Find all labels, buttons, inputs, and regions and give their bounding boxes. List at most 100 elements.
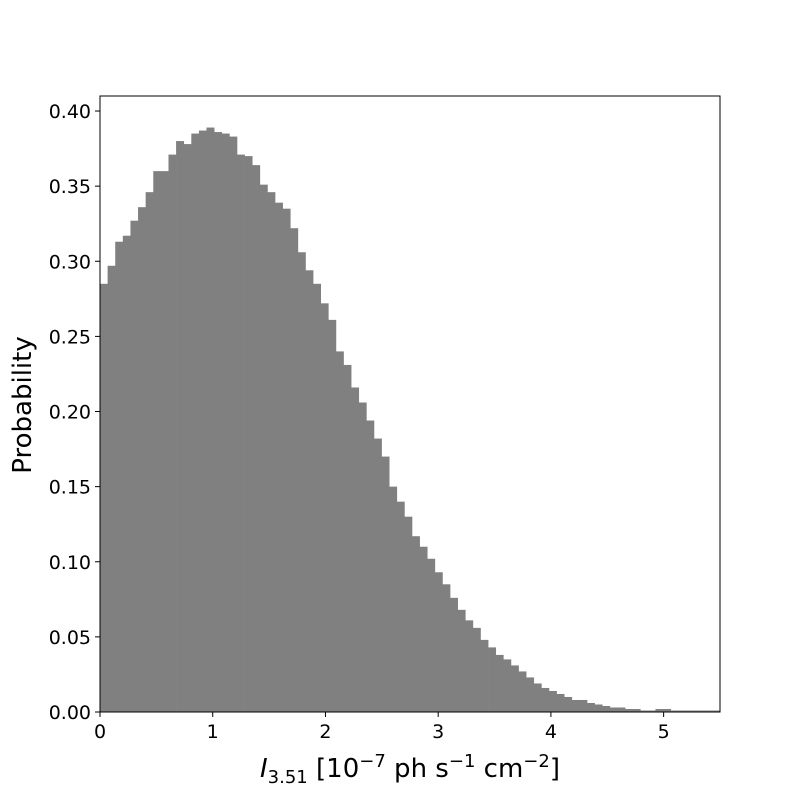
histogram-bar	[488, 647, 497, 712]
histogram-bar	[183, 144, 192, 712]
histogram-bar	[358, 402, 367, 712]
histogram-bar	[351, 387, 360, 712]
y-axis-ticks: 0.00 0.05 0.10 0.15 0.20 0.25 0.30 0.35 0.40	[49, 101, 100, 724]
x-axis-label-sub: 3.51	[268, 767, 308, 788]
y-tick-label: 0.10	[49, 552, 91, 574]
histogram-bars	[100, 127, 721, 713]
histogram-bar	[115, 241, 124, 713]
histogram-bar	[442, 584, 451, 712]
histogram-bar	[335, 351, 344, 712]
histogram-bar	[282, 208, 291, 712]
histogram-bar	[320, 303, 329, 712]
histogram-bar	[206, 127, 215, 713]
histogram-bar	[625, 708, 633, 712]
histogram-bar	[373, 438, 382, 712]
histogram-bar	[678, 710, 687, 712]
x-tick-label: 4	[545, 721, 557, 743]
y-tick-label: 0.20	[49, 402, 91, 424]
histogram-bar	[411, 536, 420, 712]
histogram-bar	[366, 420, 375, 712]
histogram-bar	[275, 202, 283, 713]
y-tick-label: 0.05	[49, 627, 91, 649]
histogram-bar	[122, 235, 131, 713]
histogram-bar	[495, 654, 504, 712]
x-tick-label: 3	[432, 721, 444, 743]
histogram-bar	[328, 319, 337, 712]
plot-frame	[99, 95, 721, 713]
histogram-bar	[419, 546, 428, 712]
histogram-bar	[632, 708, 641, 712]
histogram-bar	[548, 690, 557, 712]
x-axis-label-unit-mid2: cm	[475, 754, 523, 784]
histogram-bar	[221, 133, 230, 712]
histogram-bar	[396, 501, 405, 712]
histogram-bar	[381, 456, 390, 712]
x-tick-label: 2	[319, 721, 331, 743]
histogram-bar	[647, 710, 656, 712]
x-axis-label-unit-mid: ph s	[386, 754, 449, 784]
histogram-bar	[640, 710, 649, 712]
histogram-bar	[191, 133, 200, 712]
histogram-bar	[586, 702, 595, 712]
histogram-bar	[655, 708, 664, 712]
histogram-bar	[663, 708, 672, 712]
histogram-bar	[533, 683, 542, 712]
histogram-bar	[579, 699, 588, 712]
histogram-bar	[685, 710, 694, 712]
histogram-bar	[716, 710, 721, 712]
histogram-bar	[107, 265, 116, 712]
histogram-bar	[450, 597, 458, 712]
histogram-bar	[404, 516, 413, 712]
histogram-bar	[168, 154, 177, 713]
histogram-bar	[617, 707, 626, 712]
histogram-bar	[389, 486, 398, 712]
histogram-bar	[510, 665, 519, 712]
x-axis-ticks: 0 1 2 3 4 5	[94, 712, 670, 743]
histogram-bar	[267, 192, 276, 712]
histogram-bar	[472, 627, 481, 712]
x-axis-label-var: I	[260, 754, 268, 784]
x-tick-label: 0	[94, 721, 106, 743]
histogram-bar	[518, 671, 527, 712]
y-tick-label: 0.00	[49, 702, 91, 724]
x-axis-label-exp1: −7	[359, 751, 386, 772]
histogram-bar	[427, 558, 436, 712]
histogram-bar	[594, 704, 603, 712]
x-axis-label-unit-close: ]	[550, 754, 560, 784]
x-axis-label-exp2: −1	[449, 751, 476, 772]
histogram-bar	[153, 171, 162, 712]
y-axis-label: Probability	[8, 336, 38, 473]
y-tick-label: 0.30	[49, 251, 91, 273]
histogram-bar	[198, 130, 207, 712]
histogram-bar	[564, 696, 573, 712]
histogram-bar	[708, 710, 717, 712]
histogram-bar	[229, 136, 238, 712]
histogram-bar	[160, 171, 169, 712]
histogram-bar	[297, 252, 306, 712]
histogram-bar	[259, 184, 268, 712]
histogram-bar	[434, 572, 443, 712]
histogram-bar	[465, 620, 474, 712]
histogram-bar	[457, 609, 466, 712]
histogram-bar	[214, 132, 223, 712]
x-tick-label: 1	[207, 721, 219, 743]
histogram-bar	[244, 156, 253, 713]
x-axis-label-unit-open: [10	[308, 754, 360, 784]
y-tick-label: 0.40	[49, 101, 91, 123]
histogram-bar	[313, 283, 322, 712]
histogram-bar	[701, 710, 710, 712]
histogram-bar	[100, 283, 108, 712]
histogram-bar	[145, 192, 154, 712]
histogram-bar	[541, 687, 550, 712]
x-axis-label: I3.51 [10−7 ph s−1 cm−2]	[260, 751, 560, 788]
x-axis-label-exp3: −2	[523, 751, 550, 772]
x-tick-label: 5	[658, 721, 670, 743]
histogram-bar	[609, 707, 618, 712]
histogram-bar	[556, 693, 565, 712]
histogram-bar	[571, 699, 580, 712]
y-tick-label: 0.25	[49, 326, 91, 348]
histogram-bar	[602, 705, 611, 712]
y-tick-label: 0.15	[49, 477, 91, 499]
y-tick-label: 0.35	[49, 176, 91, 198]
